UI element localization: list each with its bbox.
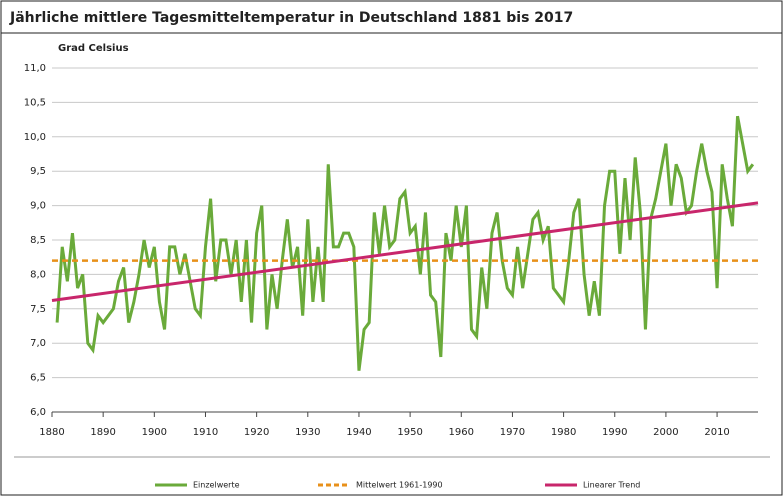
x-tick-label: 1920	[244, 427, 269, 438]
x-tick-label: 1890	[90, 427, 115, 438]
legend-label: Einzelwerte	[193, 481, 240, 490]
x-tick-label: 1970	[500, 427, 525, 438]
x-tick-label: 2000	[653, 427, 678, 438]
y-axis-label: Grad Celsius	[58, 43, 129, 54]
y-tick-label: 8,5	[30, 235, 46, 246]
y-tick-label: 10,0	[24, 132, 46, 143]
x-tick-label: 1940	[346, 427, 371, 438]
y-tick-label: 7,5	[30, 304, 46, 315]
chart-title: Jährliche mittlere Tagesmitteltemperatur…	[9, 10, 573, 26]
y-tick-label: 10,5	[24, 97, 46, 108]
y-tick-label: 11,0	[24, 63, 46, 74]
x-tick-label: 1960	[449, 427, 474, 438]
legend-label: Linearer Trend	[583, 481, 640, 490]
y-tick-label: 6,5	[30, 373, 46, 384]
x-tick-label: 1930	[295, 427, 320, 438]
x-tick-label: 1900	[142, 427, 167, 438]
x-tick-label: 1980	[551, 427, 576, 438]
x-tick-label: 2010	[704, 427, 729, 438]
x-tick-label: 1910	[193, 427, 218, 438]
x-tick-label: 1880	[39, 427, 64, 438]
series-line	[51, 201, 759, 303]
y-tick-label: 9,0	[30, 201, 46, 212]
x-tick-label: 1950	[397, 427, 422, 438]
x-tick-label: 1990	[602, 427, 627, 438]
y-tick-label: 8,0	[30, 269, 46, 280]
legend-label: Mittelwert 1961-1990	[356, 481, 443, 490]
y-tick-label: 7,0	[30, 338, 46, 349]
y-tick-label: 6,0	[30, 407, 46, 418]
series-line	[55, 115, 755, 371]
y-tick-label: 9,5	[30, 166, 46, 177]
